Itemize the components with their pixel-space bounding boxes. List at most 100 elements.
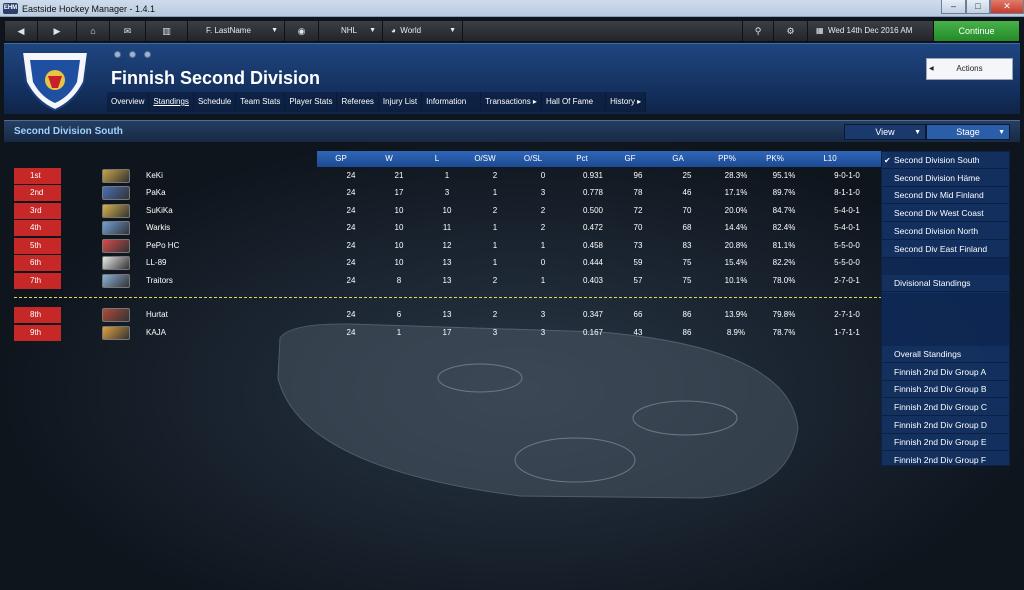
stage-menu-item-label: Overall Standings xyxy=(894,348,962,359)
stage-menu-item[interactable]: Second Division North xyxy=(882,223,1009,240)
stage-menu-item[interactable]: Finnish 2nd Div Group B xyxy=(882,381,1009,399)
table-row[interactable]: 1st KeKi 24 21 1 2 0 0.931 96 25 28.3% 95.1% 9-0-1-0 xyxy=(14,168,887,184)
tab-hall-of-fame[interactable]: Hall Of Fame xyxy=(542,92,607,112)
section-title: Second Division South xyxy=(14,126,123,137)
table-row[interactable]: 2nd PaKa 24 17 3 1 3 0.778 78 46 17.1% 89.7% 8-1-1-0 xyxy=(14,185,887,201)
table-cell: 8-1-1-0 xyxy=(834,188,860,197)
table-cell: 24 xyxy=(346,258,356,267)
column-header-w[interactable]: W xyxy=(385,154,393,163)
stage-menu-item[interactable]: Second Div West Coast xyxy=(882,205,1009,223)
stage-menu-item-label: Second Division South xyxy=(894,155,980,165)
stage-menu-item[interactable]: Overall Standings xyxy=(882,346,1009,363)
stage-menu-item[interactable]: Finnish 2nd Div Group D xyxy=(882,417,1009,434)
column-header-pk[interactable]: PK% xyxy=(766,154,784,163)
table-cell: 46 xyxy=(682,188,692,197)
inbox-button[interactable]: ✉ xyxy=(110,21,146,41)
carousel-dot-3[interactable] xyxy=(144,51,151,58)
table-row[interactable]: 5th PePo HC 24 10 12 1 1 0.458 73 83 20.8% 81.1% 5-5… xyxy=(14,238,887,254)
stage-dropdown[interactable]: Stage ▼ xyxy=(926,124,1010,140)
tab-injury-list[interactable]: Injury List xyxy=(379,92,423,112)
table-cell: 96 xyxy=(633,171,643,180)
team-name[interactable]: SuKiKa xyxy=(146,206,173,215)
forward-button[interactable]: ▶ xyxy=(38,21,77,41)
stage-menu-item[interactable]: Finnish 2nd Div Group A xyxy=(882,364,1009,381)
actions-button[interactable]: ◀ Actions xyxy=(926,58,1013,80)
stage-menu-item[interactable]: Finnish 2nd Div Group F xyxy=(882,452,1009,470)
table-row[interactable]: 9th KAJA 24 1 17 3 3 0.167 43 86 8.9% 78.7% 1-7-1-1 xyxy=(14,325,887,341)
carousel-dot-2[interactable] xyxy=(129,51,136,58)
stage-menu-item-label: Finnish 2nd Div Group F xyxy=(894,455,987,466)
team-name[interactable]: LL-89 xyxy=(146,258,167,267)
table-row[interactable]: 7th Traitors 24 8 13 2 1 0.403 57 75 10.1% 78.0% 2-7… xyxy=(14,273,887,289)
tab-history[interactable]: History ▸ xyxy=(606,92,647,112)
calendar-button[interactable]: ▦ Wed 14th Dec 2016 AM xyxy=(808,21,933,41)
continue-button[interactable]: Continue xyxy=(933,21,1019,41)
team-name[interactable]: PePo HC xyxy=(146,241,180,250)
team-logo xyxy=(102,256,130,270)
column-header-ga[interactable]: GA xyxy=(672,154,684,163)
team-name[interactable]: Hurtat xyxy=(146,310,168,319)
stage-menu-item[interactable]: Divisional Standings xyxy=(882,275,1009,293)
stage-menu-item[interactable]: ✔ Second Division South xyxy=(882,152,1009,169)
home-button[interactable]: ⌂ xyxy=(77,21,110,41)
close-icon[interactable]: ✕ xyxy=(990,0,1024,14)
current-date: Wed 14th Dec 2016 AM xyxy=(828,26,913,35)
maximize-icon[interactable]: □ xyxy=(966,0,990,14)
club-button[interactable]: ▥ xyxy=(146,21,188,41)
team-name[interactable]: KeKi xyxy=(146,171,163,180)
stage-menu-item[interactable]: Second Div East Finland xyxy=(882,241,1009,258)
tab-schedule[interactable]: Schedule xyxy=(194,92,237,112)
column-header-pct[interactable]: Pct xyxy=(576,154,588,163)
stage-menu-item[interactable]: Second Division Häme xyxy=(882,170,1009,187)
league-crest-logo xyxy=(20,51,90,112)
playoff-line xyxy=(14,297,887,298)
column-header-osl[interactable]: O/SL xyxy=(523,154,543,163)
tab-team-stats[interactable]: Team Stats xyxy=(236,92,286,112)
back-button[interactable]: ◀ xyxy=(5,21,38,41)
tab-player-stats[interactable]: Player Stats xyxy=(285,92,338,112)
stage-menu-item[interactable]: Finnish 2nd Div Group E xyxy=(882,434,1009,452)
search-button[interactable]: ⚲ xyxy=(742,21,774,41)
view-dropdown[interactable]: View ▼ xyxy=(844,124,926,140)
tab-information[interactable]: Information xyxy=(422,92,482,112)
manager-dropdown[interactable]: F. LastName ▼ xyxy=(188,21,285,41)
team-name[interactable]: Traitors xyxy=(146,276,173,285)
stage-menu-item[interactable]: Second Div Mid Finland xyxy=(882,187,1009,205)
settings-button[interactable]: ⚙ xyxy=(774,21,808,41)
region-dropdown[interactable]: ◕ World ▼ xyxy=(383,21,463,41)
column-header-pp[interactable]: PP% xyxy=(718,154,736,163)
team-name[interactable]: PaKa xyxy=(146,188,166,197)
table-row[interactable]: 3rd SuKiKa 24 10 10 2 2 0.500 72 70 20.0% 84.7% 5-4-… xyxy=(14,203,887,219)
stage-menu-item-label: Divisional Standings xyxy=(894,278,971,289)
team-name[interactable]: KAJA xyxy=(146,328,167,337)
table-row[interactable]: 8th Hurtat 24 6 13 2 3 0.347 66 86 13.9% 79.8% 2-7-1… xyxy=(14,307,887,323)
league-dropdown[interactable]: NHL ▼ xyxy=(319,21,383,41)
chevron-down-icon: ▼ xyxy=(914,129,921,136)
tab-transactions[interactable]: Transactions ▸ xyxy=(481,92,542,112)
stage-menu-item[interactable]: Finnish 2nd Div Group C xyxy=(882,399,1009,416)
table-row[interactable]: 6th LL-89 24 10 13 1 0 0.444 59 75 15.4% 82.2% 5-5-0… xyxy=(14,255,887,271)
column-header-osw[interactable]: O/SW xyxy=(474,154,496,163)
table-cell: 0.347 xyxy=(582,310,604,319)
league-name: NHL xyxy=(341,26,358,35)
chevron-down-icon: ▼ xyxy=(449,27,456,34)
column-header-l10[interactable]: L10 xyxy=(823,154,837,163)
table-cell: 17.1% xyxy=(724,188,748,197)
table-cell: 75 xyxy=(682,276,692,285)
table-row[interactable]: 4th Warkis 24 10 11 1 2 0.472 70 68 14.4% 82.4% 5-4-… xyxy=(14,220,887,236)
tab-overview[interactable]: Overview xyxy=(107,92,150,112)
tab-standings[interactable]: Standings xyxy=(149,92,194,112)
table-cell: 9-0-1-0 xyxy=(834,171,860,180)
minimize-icon[interactable]: – xyxy=(941,0,966,14)
column-header-l[interactable]: L xyxy=(434,154,440,163)
table-cell: 1 xyxy=(492,241,498,250)
column-header-gp[interactable]: GP xyxy=(335,154,347,163)
league-logo-button[interactable]: ◉ xyxy=(285,21,319,41)
table-cell: 13 xyxy=(442,310,452,319)
tab-referees[interactable]: Referees xyxy=(337,92,379,112)
column-header-gf[interactable]: GF xyxy=(624,154,636,163)
team-name[interactable]: Warkis xyxy=(146,223,171,232)
table-cell: 11 xyxy=(442,223,452,232)
table-cell: 10 xyxy=(394,258,404,267)
carousel-dot-1[interactable] xyxy=(114,51,121,58)
